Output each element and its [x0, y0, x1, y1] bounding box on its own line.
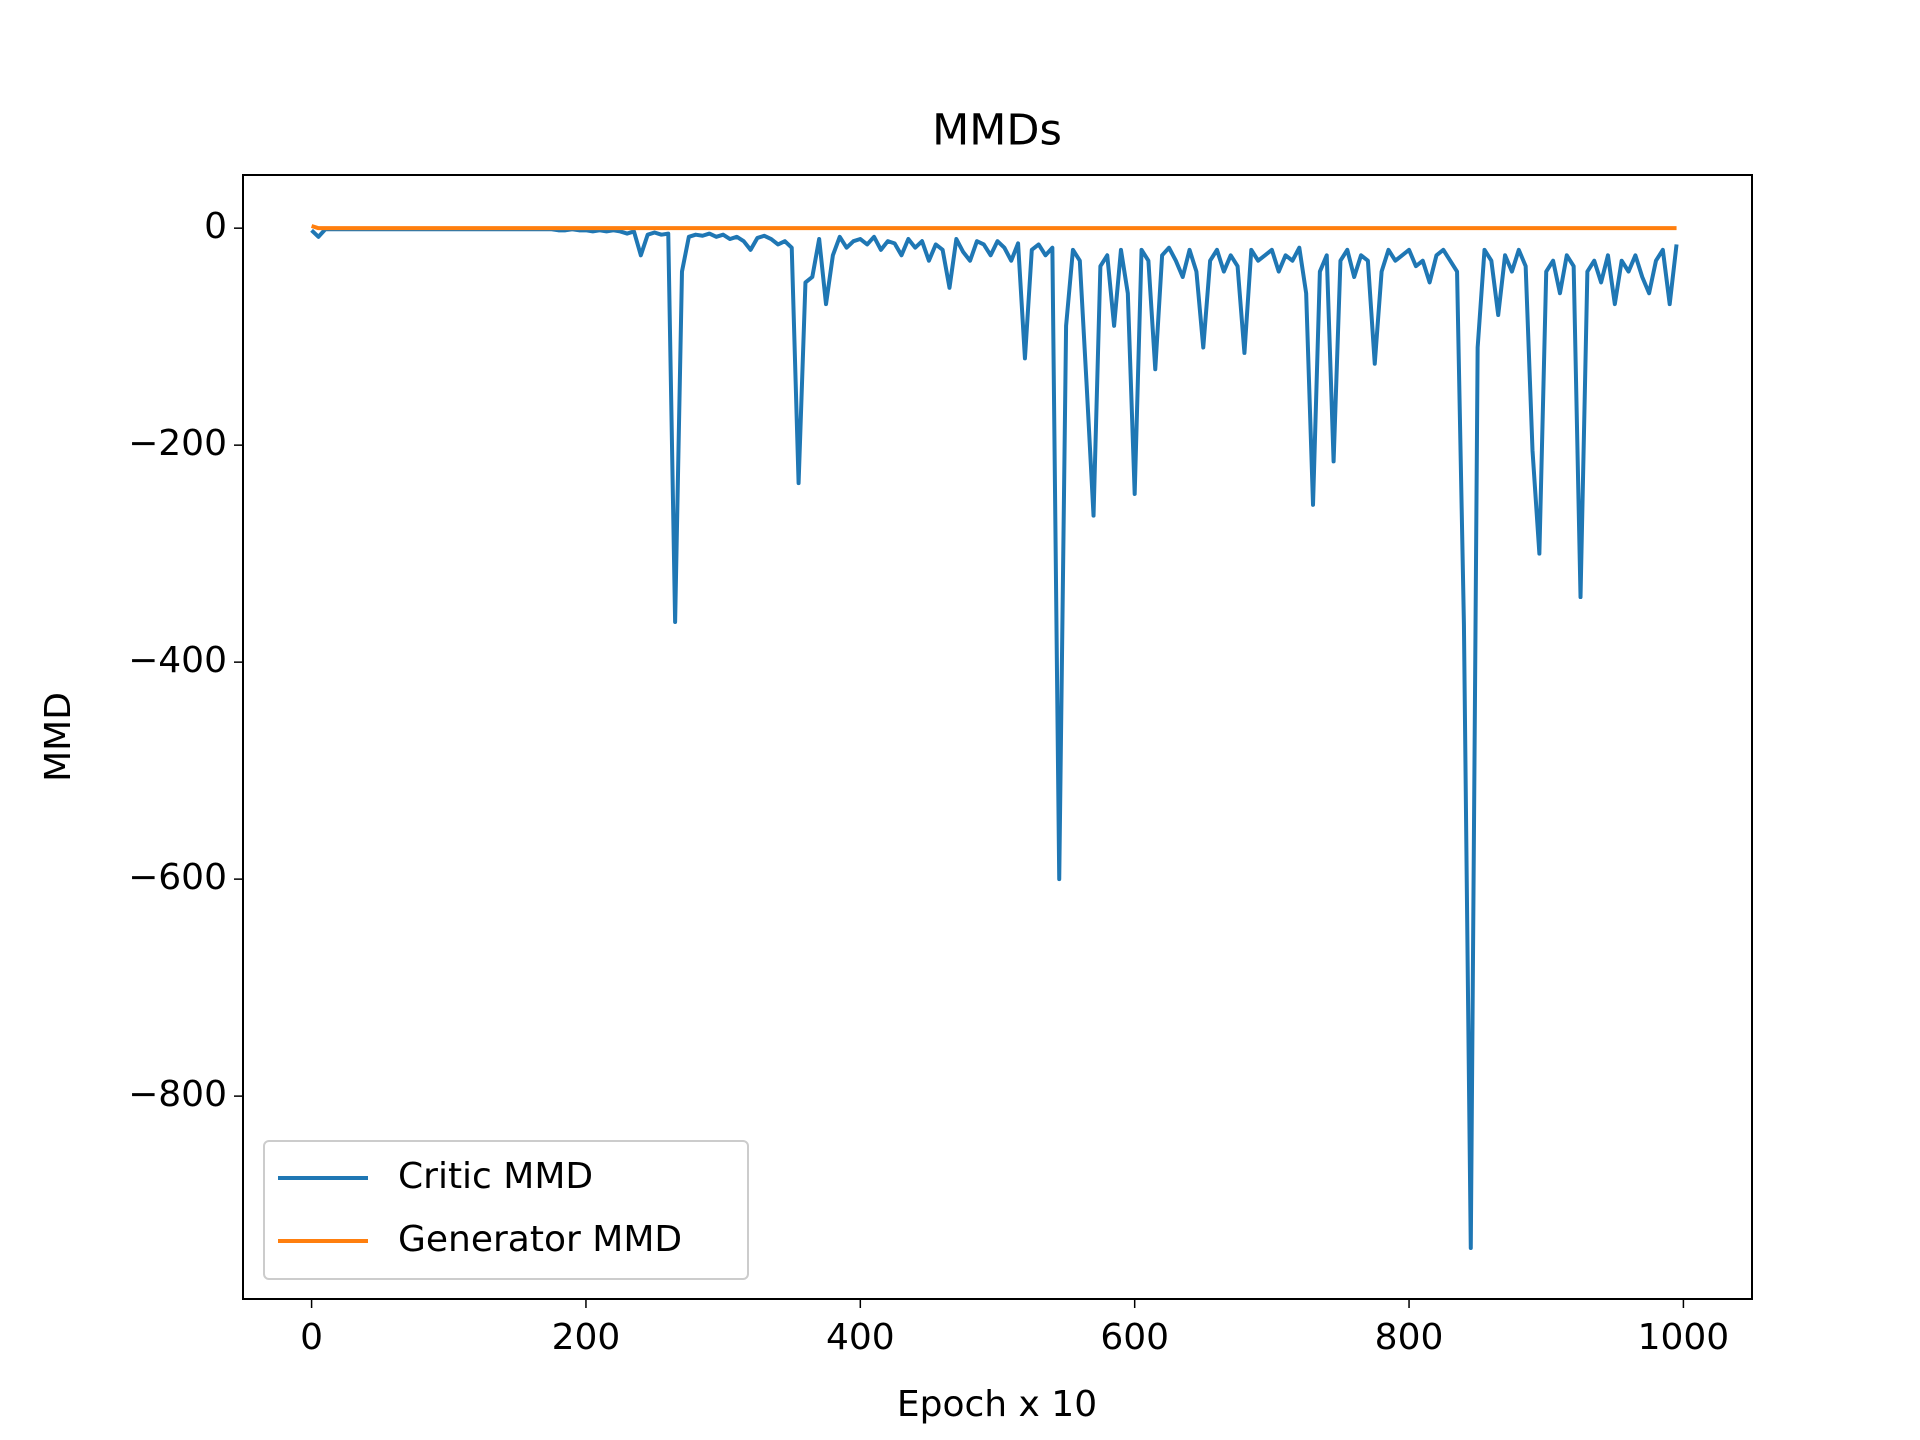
y-tick-label: −400: [128, 640, 227, 681]
chart-title: MMDs: [932, 106, 1062, 156]
data-line: [310, 224, 1677, 231]
x-axis-label: Epoch x 10: [897, 1384, 1097, 1425]
x-tick-label: 1000: [1638, 1317, 1730, 1358]
legend-label: Critic MMD: [398, 1156, 593, 1197]
y-tick-label: 0: [204, 206, 227, 247]
y-tick-label: −600: [128, 857, 227, 898]
x-tick-label: 600: [1100, 1317, 1169, 1358]
x-tick-label: 400: [826, 1317, 895, 1358]
y-axis-label: MMD: [38, 692, 79, 782]
legend-box: [263, 1140, 749, 1280]
x-tick-label: 200: [552, 1317, 621, 1358]
x-tick-label: 800: [1375, 1317, 1444, 1358]
y-tick-label: −200: [128, 423, 227, 464]
y-tick-label: −800: [128, 1074, 227, 1115]
data-line: [310, 227, 1679, 1251]
legend-label: Generator MMD: [398, 1219, 682, 1260]
plot-frame: [242, 174, 1753, 1300]
x-tick-label: 0: [300, 1317, 323, 1358]
